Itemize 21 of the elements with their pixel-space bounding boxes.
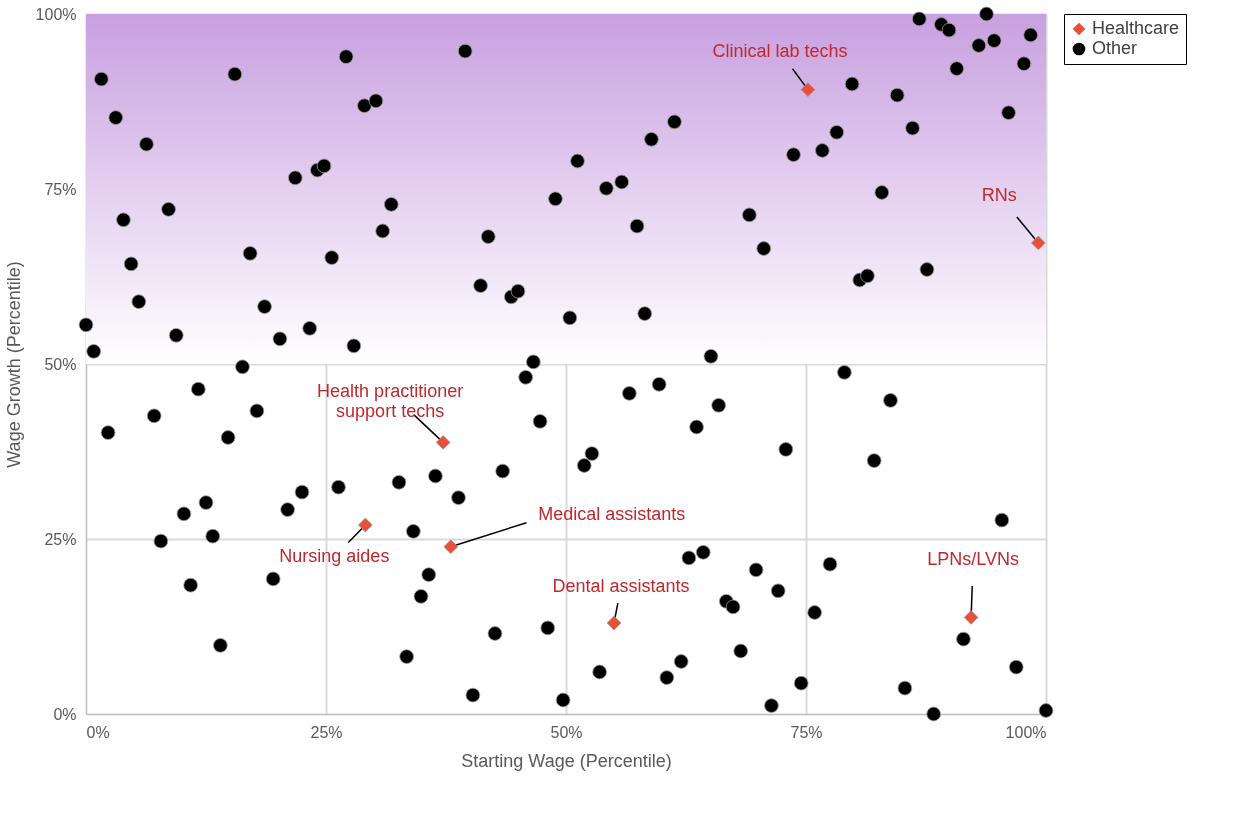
annotation: Clinical lab techs — [712, 40, 848, 61]
x-tick-label: 0% — [86, 723, 110, 741]
y-tick-label: 100% — [35, 5, 77, 23]
annotation: RNs — [981, 184, 1017, 205]
annotation: LPNs/LVNs — [927, 549, 1019, 570]
x-tick-label: 50% — [550, 723, 583, 741]
y-tick-label: 50% — [44, 355, 77, 373]
legend-label: Other — [1092, 38, 1138, 58]
y-tick-label: 75% — [44, 180, 77, 198]
y-axis-title: Wage Growth (Percentile) — [3, 261, 24, 468]
annotation: Dental assistants — [552, 576, 690, 596]
x-tick-label: 100% — [1005, 723, 1047, 741]
annotation: Medical assistants — [538, 503, 686, 524]
legend-label: Healthcare — [1092, 18, 1180, 38]
y-tick-label: 0% — [53, 705, 77, 723]
annotation: Nursing aides — [279, 546, 390, 566]
x-axis-title: Starting Wage (Percentile) — [461, 750, 672, 771]
annotation: Health practitioner support techs — [317, 381, 464, 422]
y-tick-label: 25% — [44, 530, 77, 548]
x-tick-label: 25% — [310, 723, 343, 741]
x-tick-label: 75% — [790, 723, 823, 741]
